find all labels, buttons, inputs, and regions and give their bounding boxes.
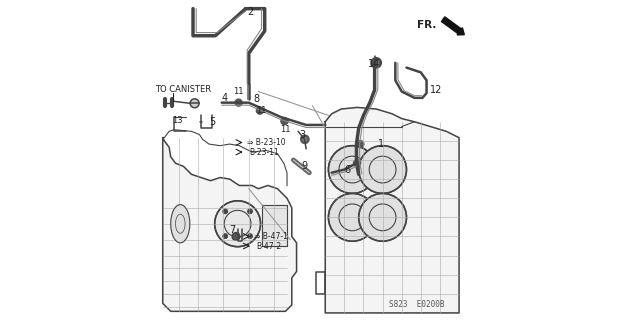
Text: ⇒ B-47-1: ⇒ B-47-1 (254, 232, 288, 241)
Text: 1: 1 (378, 139, 384, 149)
Circle shape (371, 58, 381, 68)
Text: ⇒ B-23-10: ⇒ B-23-10 (247, 138, 286, 147)
Text: 9: 9 (301, 161, 308, 172)
Circle shape (359, 146, 406, 194)
Circle shape (281, 118, 288, 124)
Text: B-23-11: B-23-11 (250, 148, 279, 156)
Text: 7: 7 (229, 225, 236, 235)
Circle shape (222, 234, 228, 239)
Circle shape (248, 209, 252, 214)
Circle shape (236, 100, 242, 106)
Polygon shape (325, 108, 459, 313)
Circle shape (248, 234, 252, 239)
Text: 3: 3 (300, 130, 306, 140)
Text: 5: 5 (209, 117, 215, 127)
Circle shape (357, 141, 364, 147)
Text: FR.: FR. (418, 20, 437, 29)
Circle shape (301, 135, 309, 143)
Text: 14: 14 (368, 60, 381, 69)
Circle shape (222, 209, 228, 214)
Circle shape (328, 146, 376, 194)
Circle shape (328, 194, 376, 241)
Text: 12: 12 (431, 85, 442, 95)
Circle shape (232, 233, 240, 240)
FancyArrow shape (441, 17, 464, 35)
Circle shape (359, 194, 406, 241)
Text: 11: 11 (280, 125, 291, 134)
Text: B-47-2: B-47-2 (257, 242, 282, 251)
Text: 4: 4 (222, 93, 228, 103)
Polygon shape (162, 138, 297, 311)
Circle shape (190, 99, 199, 108)
Circle shape (214, 201, 261, 247)
Circle shape (257, 108, 263, 114)
Text: 6: 6 (344, 164, 350, 174)
Text: 11: 11 (233, 87, 244, 96)
Text: TO CANISTER: TO CANISTER (155, 85, 211, 94)
Text: 8: 8 (254, 94, 260, 104)
Text: 11: 11 (256, 106, 266, 115)
Ellipse shape (171, 204, 190, 243)
Circle shape (354, 160, 360, 166)
Text: 13: 13 (172, 116, 182, 125)
Text: S823  E0200B: S823 E0200B (389, 300, 444, 309)
Polygon shape (261, 204, 287, 246)
Text: 2: 2 (248, 7, 254, 17)
